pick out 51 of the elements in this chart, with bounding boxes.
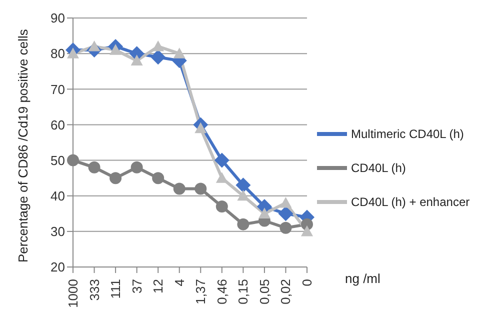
legend-label: CD40L (h) bbox=[351, 160, 406, 174]
y-tick-label: 30 bbox=[50, 224, 65, 240]
y-axis-title: Percentage of CD86 /Cd19 positive cells bbox=[16, 28, 31, 262]
point bbox=[214, 152, 230, 168]
point bbox=[194, 182, 207, 195]
point bbox=[301, 225, 313, 236]
point bbox=[258, 208, 270, 218]
point bbox=[130, 161, 143, 174]
x-axis-title: ng /ml bbox=[345, 271, 381, 286]
x-tick-label: 0 bbox=[300, 279, 314, 286]
x-tick-label: 37 bbox=[129, 279, 144, 294]
point bbox=[280, 222, 292, 234]
y-tick-label: 20 bbox=[50, 260, 65, 275]
x-tick-label: 111 bbox=[108, 279, 124, 299]
x-tick-label: 0,46 bbox=[214, 279, 230, 304]
y-tick-label: 40 bbox=[50, 188, 65, 204]
point bbox=[216, 172, 228, 183]
y-tick-label: 50 bbox=[50, 152, 65, 168]
point bbox=[173, 48, 186, 58]
point bbox=[280, 196, 292, 208]
x-tick-label: 12 bbox=[150, 279, 166, 294]
x-tick-label: 0,05 bbox=[256, 279, 272, 304]
point bbox=[150, 50, 166, 65]
x-tick-label: 333 bbox=[86, 279, 102, 301]
point bbox=[237, 218, 250, 230]
y-tick-label: 90 bbox=[50, 10, 65, 26]
point bbox=[88, 40, 100, 52]
x-tick-label: 4 bbox=[172, 279, 187, 286]
point bbox=[88, 161, 100, 174]
point bbox=[130, 54, 143, 66]
point bbox=[237, 190, 250, 201]
x-tick-label: 0,15 bbox=[236, 279, 251, 304]
point bbox=[278, 206, 294, 222]
y-tick-label: 80 bbox=[50, 46, 65, 62]
point bbox=[236, 178, 251, 193]
legend-label: CD40L (h) + enhancer bbox=[351, 194, 470, 208]
point bbox=[216, 200, 228, 213]
point bbox=[173, 182, 186, 195]
point bbox=[110, 44, 122, 55]
x-tick-label: 0,02 bbox=[278, 279, 294, 304]
point bbox=[152, 40, 164, 52]
point bbox=[67, 154, 79, 166]
point bbox=[194, 122, 207, 134]
point bbox=[152, 172, 164, 184]
point bbox=[110, 172, 122, 184]
point bbox=[67, 48, 79, 58]
legend-label: Multimeric CD40L (h) bbox=[351, 126, 464, 140]
y-tick-label: 60 bbox=[50, 117, 65, 132]
y-tick-label: 70 bbox=[50, 82, 65, 97]
x-tick-label: 1000 bbox=[66, 279, 80, 308]
x-tick-label: 1,37 bbox=[193, 279, 208, 304]
